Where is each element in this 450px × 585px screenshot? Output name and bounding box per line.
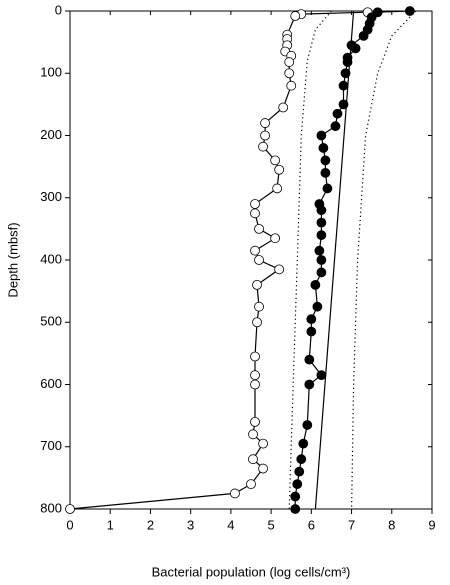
y-tick-label: 700 [40, 438, 62, 453]
data-point [274, 264, 285, 275]
x-tick-label: 0 [66, 517, 73, 532]
data-point [250, 245, 260, 256]
data-point [316, 217, 327, 228]
data-point [322, 183, 333, 194]
data-point [260, 130, 270, 141]
data-point [290, 504, 301, 514]
data-point [316, 130, 327, 141]
data-point [284, 68, 295, 79]
data-point [304, 354, 315, 365]
data-point [316, 230, 327, 241]
data-point [272, 183, 283, 194]
data-point [274, 164, 285, 175]
data-point [65, 504, 75, 514]
data-point [250, 416, 260, 427]
x-tick-label: 7 [348, 517, 355, 532]
data-point [248, 454, 258, 465]
x-tick-label: 9 [428, 517, 435, 532]
y-axis-label: Depth (mbsf) [5, 222, 20, 297]
x-tick-label: 2 [147, 517, 154, 532]
data-point [332, 108, 343, 119]
data-point [250, 351, 260, 362]
data-point [306, 326, 317, 337]
data-point [258, 438, 268, 449]
data-point [302, 420, 313, 430]
data-point [254, 255, 264, 265]
data-point [314, 245, 325, 256]
y-tick-label: 800 [40, 500, 62, 515]
data-point [340, 68, 351, 79]
data-point [342, 57, 353, 67]
x-tick-label: 8 [388, 517, 395, 532]
data-point [254, 301, 264, 312]
y-tick-label: 0 [55, 2, 62, 17]
data-point [316, 205, 327, 216]
data-point [252, 279, 262, 290]
data-point [316, 255, 327, 265]
data-point [290, 11, 301, 21]
data-point [278, 102, 289, 113]
data-point [258, 463, 268, 474]
x-axis-label: Bacterial population (log cells/cm³) [152, 564, 351, 579]
y-tick-label: 200 [40, 127, 62, 142]
x-tick-label: 5 [267, 517, 274, 532]
data-point [330, 121, 341, 132]
data-point [306, 314, 317, 325]
data-point [320, 155, 331, 166]
data-point [284, 57, 295, 67]
y-tick-label: 400 [40, 251, 62, 266]
data-point [312, 301, 323, 312]
data-point [252, 317, 262, 328]
data-point [338, 80, 349, 91]
data-point [258, 141, 268, 152]
data-point [294, 466, 305, 477]
series-line [314, 10, 355, 510]
data-point [248, 429, 258, 440]
data-point [296, 454, 307, 465]
data-point [290, 491, 301, 502]
data-point [404, 6, 415, 16]
data-point [270, 155, 281, 166]
data-point [298, 438, 309, 449]
data-point [292, 479, 303, 490]
data-point [254, 223, 264, 234]
data-point [250, 370, 260, 381]
data-point [320, 167, 331, 178]
data-point [310, 279, 321, 290]
data-point [318, 143, 329, 153]
data-point [270, 233, 281, 244]
data-point [250, 199, 260, 209]
data-point [250, 379, 260, 390]
y-tick-label: 500 [40, 314, 62, 329]
data-point [316, 370, 327, 381]
data-point [246, 479, 256, 490]
data-point [350, 43, 361, 54]
data-point [286, 80, 297, 91]
data-point [316, 267, 327, 278]
data-point [230, 488, 240, 499]
y-tick-label: 100 [40, 65, 62, 80]
x-tick-label: 4 [227, 517, 234, 532]
y-tick-label: 600 [40, 376, 62, 391]
x-tick-label: 3 [187, 517, 194, 532]
x-tick-label: 6 [308, 517, 315, 532]
y-tick-label: 300 [40, 189, 62, 204]
data-point [304, 379, 315, 390]
data-point [358, 31, 369, 41]
dotted-line [351, 10, 417, 510]
data-point [250, 208, 260, 219]
data-point [260, 118, 270, 128]
x-tick-label: 1 [107, 517, 114, 532]
